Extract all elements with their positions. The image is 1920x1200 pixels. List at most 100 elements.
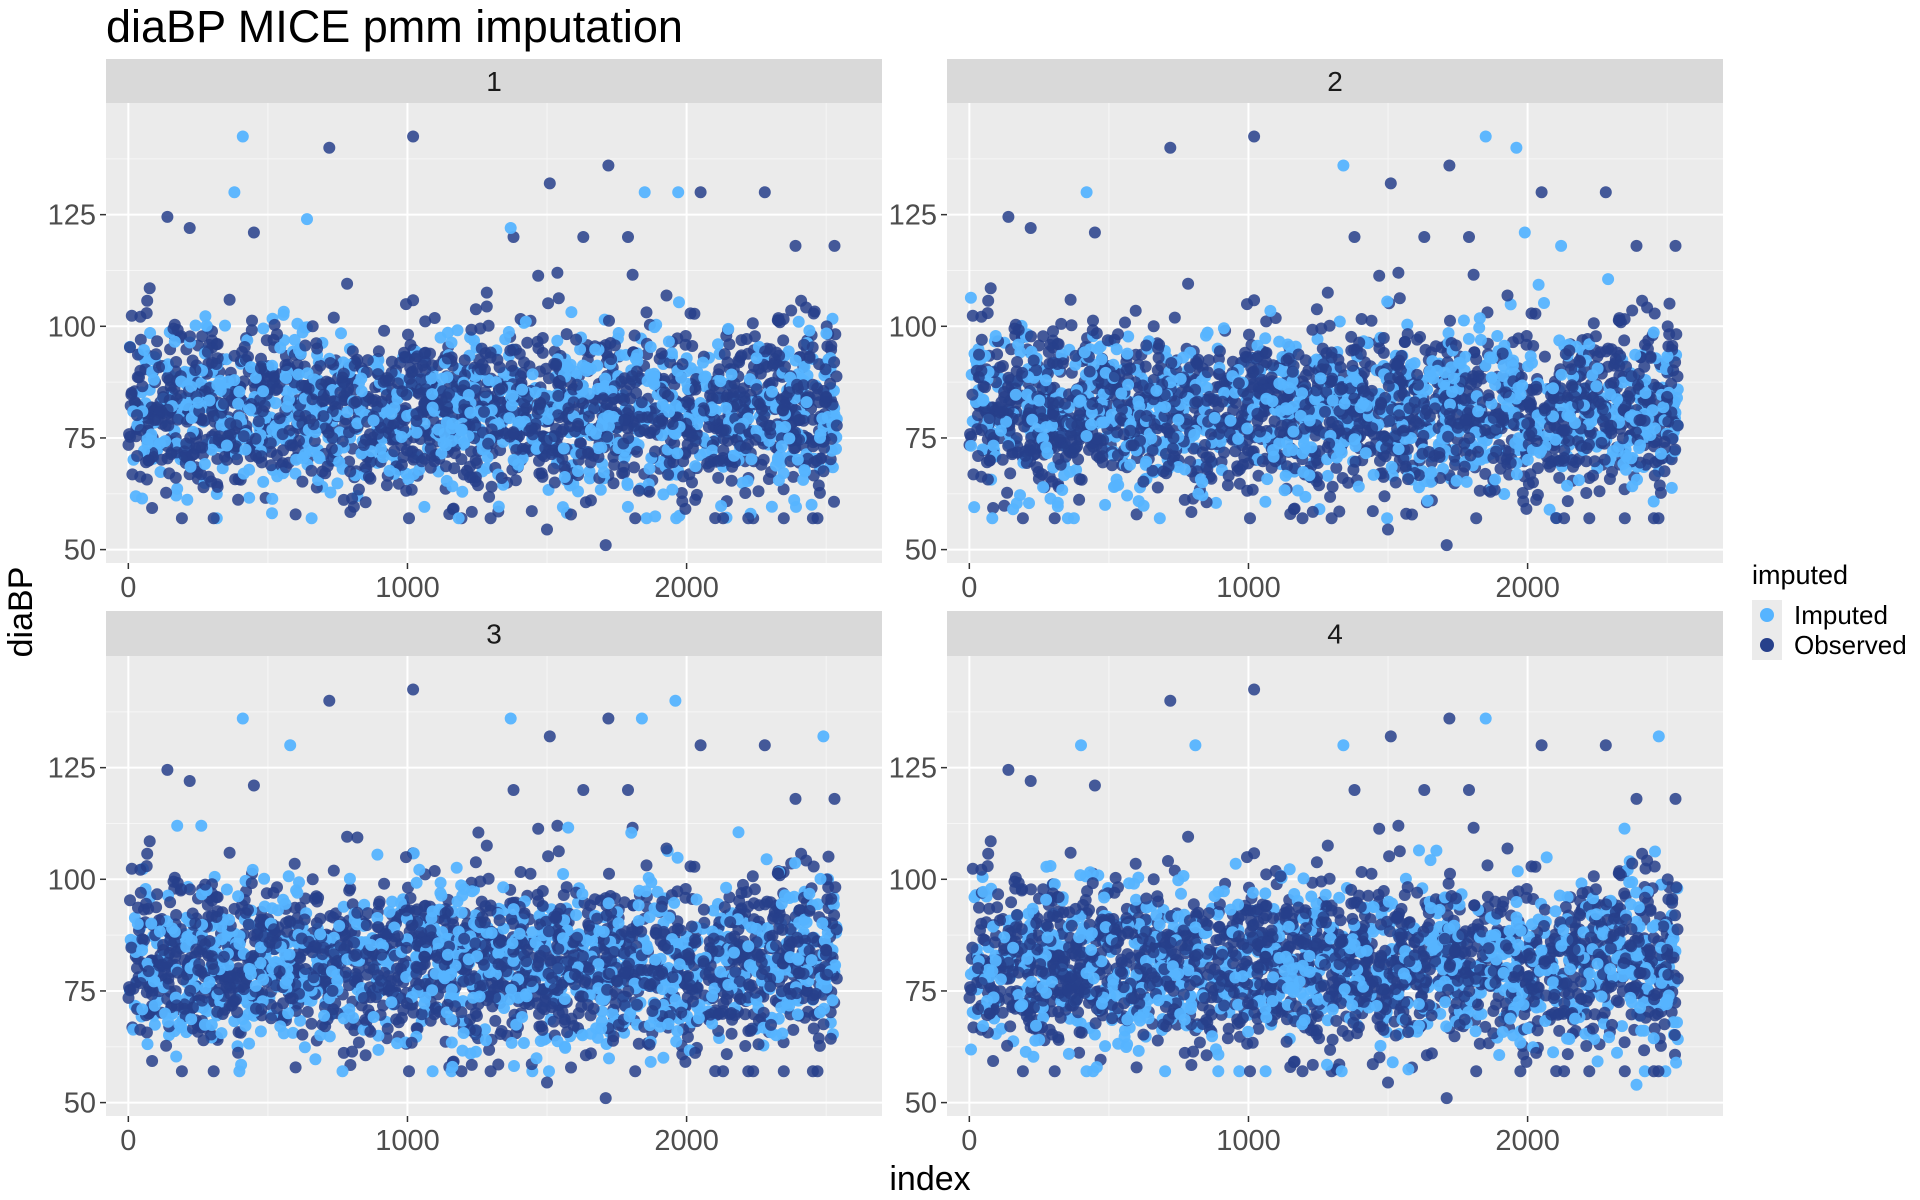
imputed-point [1172,413,1185,426]
observed-point [405,483,418,496]
observed-point [552,389,565,402]
observed-point [1366,505,1379,518]
imputed-point [1644,429,1657,441]
imputed-point [792,315,805,328]
observed-point [975,470,988,483]
imputed-point [584,424,597,437]
imputed-point [1629,348,1642,361]
observed-point [1233,477,1246,490]
imputed-point [228,186,241,199]
observed-point [646,412,659,424]
observed-point [157,391,170,403]
imputed-point [519,315,532,328]
imputed-point [1040,441,1053,454]
observed-point [199,385,212,398]
imputed-point [697,356,709,369]
observed-point [1054,458,1067,471]
observed-point [232,493,245,506]
observed-point [1024,402,1037,415]
observed-point [1530,493,1543,506]
observed-point [746,317,759,330]
observed-point [984,282,997,295]
imputed-point [591,359,604,372]
observed-point [1083,365,1096,378]
imputed-point [136,492,149,505]
imputed-point [1085,406,1098,419]
imputed-point [1261,473,1274,486]
observed-point [317,410,330,423]
imputed-point [1259,332,1272,345]
observed-point [1333,505,1346,518]
observed-point [1146,464,1159,477]
observed-point [463,471,476,484]
imputed-point [715,500,728,512]
observed-point [351,353,364,366]
imputed-point [331,477,344,490]
observed-point [1246,483,1259,496]
observed-point [334,386,347,399]
y-tick-label: 125 [48,200,96,232]
imputed-point [1491,330,1504,342]
imputed-point [205,443,218,456]
observed-point [1260,346,1273,359]
observed-point [271,328,283,341]
imputed-point [1665,481,1678,494]
observed-point [1330,461,1343,474]
imputed-point [965,439,977,452]
observed-point [1377,346,1390,359]
imputed-point [597,466,610,479]
imputed-point [1473,312,1486,325]
observed-point [752,485,765,498]
observed-point [1670,328,1683,341]
imputed-point [1007,503,1020,516]
observed-point [1200,460,1213,473]
imputed-point [775,440,788,453]
observed-point [1256,455,1269,468]
imputed-point [1311,333,1324,346]
observed-point [828,495,840,508]
observed-point [1671,419,1684,432]
observed-point [1479,467,1492,480]
observed-point [1117,428,1130,441]
observed-point [315,378,328,391]
observed-point [1561,495,1574,508]
observed-point [1354,347,1367,360]
imputed-point [614,349,627,362]
observed-point [476,358,489,371]
imputed-point [1424,475,1437,488]
observed-point [771,314,784,327]
observed-point [755,403,768,416]
observed-point [1227,404,1240,417]
imputed-point [964,291,977,304]
observed-point [1016,512,1029,525]
observed-point [428,312,441,324]
imputed-point [568,365,581,378]
observed-point [125,388,138,401]
observed-point [1130,508,1143,521]
observed-point [660,289,673,302]
observed-point [821,340,834,353]
observed-point [1425,456,1438,469]
observed-point [311,342,324,355]
observed-point [617,460,630,473]
imputed-point [689,460,702,473]
imputed-point [712,338,724,351]
imputed-point [583,472,596,485]
observed-point [268,318,281,331]
observed-point [738,391,751,404]
imputed-point [462,389,475,401]
observed-point [170,356,183,368]
imputed-point [1460,475,1473,488]
imputed-point [219,319,231,332]
observed-point [469,303,482,316]
observed-point [458,379,471,392]
imputed-point [1172,461,1185,473]
observed-point [372,345,385,358]
observed-point [1025,330,1037,343]
imputed-point [1124,458,1136,471]
observed-point [633,410,645,423]
observed-point [1036,468,1049,481]
observed-point [504,344,517,357]
imputed-point [670,512,683,525]
imputed-point [280,372,293,384]
